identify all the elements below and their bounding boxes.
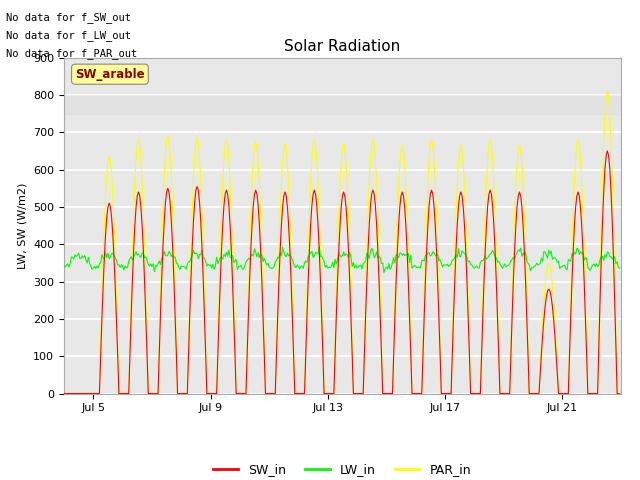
SW_in [60,391,68,396]
Line: SW_in: SW_in [64,151,620,394]
SW_in [342,204,350,210]
LW_in [353,265,361,271]
SW_in [557,391,565,396]
PAR_in [352,391,360,396]
Text: No data for f_LW_out: No data for f_LW_out [6,30,131,41]
PAR_in [60,391,68,396]
LW_in [616,265,623,271]
LW_in [344,252,351,258]
Y-axis label: LW, SW (W/m2): LW, SW (W/m2) [17,182,28,269]
Line: LW_in: LW_in [64,246,620,273]
LW_in [559,263,567,269]
PAR_in [604,88,611,94]
LW_in [60,263,68,269]
LW_in [333,256,341,262]
SW_in [352,391,360,396]
PAR_in [342,160,350,166]
Title: Solar Radiation: Solar Radiation [284,39,401,54]
Text: No data for f_PAR_out: No data for f_PAR_out [6,48,138,60]
SW_in [332,313,340,319]
Text: No data for f_SW_out: No data for f_SW_out [6,12,131,23]
PAR_in [332,295,340,301]
PAR_in [557,391,565,396]
PAR_in [305,250,312,255]
LW_in [305,254,312,260]
SW_in [305,277,312,283]
LW_in [316,243,323,249]
Line: PAR_in: PAR_in [64,91,620,394]
PAR_in [529,391,537,396]
SW_in [529,391,537,396]
Bar [64,95,621,114]
LW_in [380,270,388,276]
Legend: SW_in, LW_in, PAR_in: SW_in, LW_in, PAR_in [209,458,476,480]
SW_in [616,391,623,396]
SW_in [604,148,611,154]
PAR_in [616,391,623,396]
Text: SW_arable: SW_arable [75,68,145,81]
LW_in [531,263,539,269]
